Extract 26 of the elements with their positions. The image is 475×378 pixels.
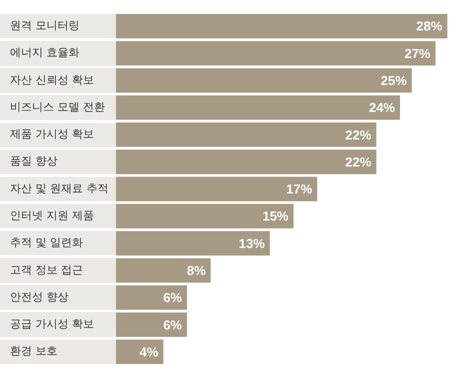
y-tick-label: 비즈니스 모델 전환 — [10, 100, 105, 114]
y-tick-label: 자산 신뢰성 확보 — [10, 73, 94, 86]
data-label: 4% — [140, 344, 159, 360]
data-label: 25% — [380, 73, 408, 88]
data-label: 8% — [186, 262, 206, 278]
data-label: 6% — [163, 317, 182, 332]
data-label: 22% — [345, 154, 372, 170]
data-label: 22% — [345, 127, 372, 142]
data-label: 17% — [286, 182, 313, 197]
data-label: 15% — [262, 208, 289, 224]
y-tick-label: 추적 및 일련화 — [10, 236, 83, 250]
y-tick-label: 공급 가시성 확보 — [10, 318, 94, 331]
y-tick-label: 안전성 향상 — [10, 290, 68, 304]
y-tick-label: 고객 정보 접근 — [10, 263, 83, 276]
data-label: 28% — [416, 18, 443, 34]
y-tick-label: 에너지 효율화 — [10, 46, 80, 60]
y-tick-label: 인터넷 지원 제품 — [10, 209, 94, 222]
data-label: 6% — [163, 290, 182, 306]
y-tick-label: 환경 보호 — [10, 344, 58, 358]
y-tick-label: 제품 가시성 확보 — [10, 128, 94, 141]
data-label: 13% — [238, 236, 266, 251]
y-tick-label: 원격 모니터링 — [10, 19, 80, 32]
y-tick-label: 품질 향상 — [10, 154, 58, 168]
y-tick-label: 자산 및 원재료 추적 — [10, 182, 108, 195]
data-label: 27% — [404, 46, 431, 61]
data-label: 24% — [368, 100, 396, 116]
